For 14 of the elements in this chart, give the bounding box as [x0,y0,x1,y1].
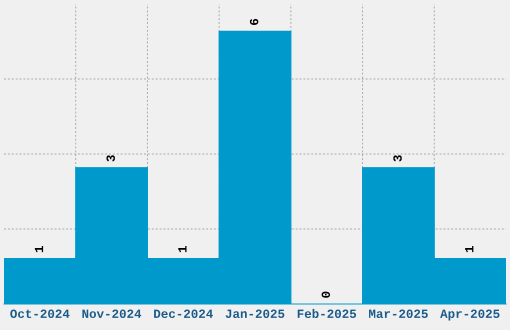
data-label: 1 [178,246,187,252]
x-tick-label: Jan-2025 [226,310,284,318]
x-tick-label: Dec-2024 [154,310,213,318]
x-tick-label: Nov-2024 [82,310,142,318]
data-label: 1 [465,246,474,252]
data-label: 6 [250,18,258,25]
x-tick-label: Oct-2024 [10,310,70,318]
data-label: 0 [322,292,330,298]
x-tick-label: Mar-2025 [369,310,428,318]
data-label: 3 [106,155,115,162]
x-tick-label: Apr-2025 [440,310,500,321]
data-label: 3 [393,155,402,162]
data-label: 1 [34,246,44,252]
x-tick-label: Feb-2025 [298,308,356,318]
